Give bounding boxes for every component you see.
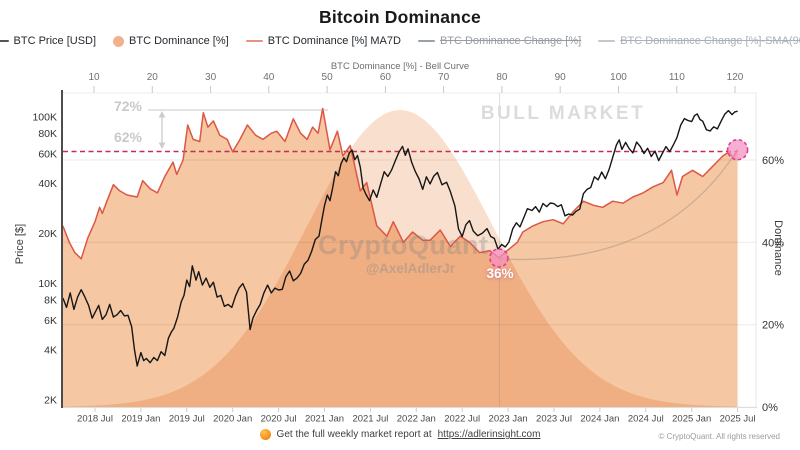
date-tick-label: 2019 Jan bbox=[121, 414, 160, 425]
bull-market-label: BULL MARKET bbox=[480, 103, 646, 124]
price-tick-label: 6K bbox=[44, 315, 57, 327]
dominance-axis-title: Dominance bbox=[772, 220, 784, 276]
change-sma-line-marker-icon bbox=[598, 39, 616, 43]
top-axis-tick-label: 50 bbox=[322, 72, 334, 83]
ma7d-line-marker-icon bbox=[245, 39, 263, 43]
bitcoin-orange-dot-icon bbox=[259, 429, 271, 440]
price-tick-label: 80K bbox=[38, 128, 57, 140]
dominance-tick-label: 60% bbox=[762, 155, 784, 167]
dominance-tick-label: 20% bbox=[762, 320, 784, 332]
price-tick-label: 40K bbox=[38, 178, 57, 190]
legend-label: BTC Dominance Change [%] bbox=[439, 35, 582, 47]
date-tick-label: 2020 Jan bbox=[213, 414, 252, 425]
annotation-72-percent: 72% bbox=[113, 98, 143, 114]
date-tick-label: 2025 Jan bbox=[672, 414, 711, 425]
cycle-bottom-marker bbox=[489, 248, 509, 268]
date-tick-label: 2019 Jul bbox=[169, 414, 205, 425]
watermark-author-handle: @AxelAdlerJr bbox=[366, 261, 455, 276]
legend-item-btc-dominance[interactable]: BTC Dominance [%] bbox=[113, 35, 229, 47]
top-axis-tick-label: 40 bbox=[263, 72, 275, 83]
top-axis-title: BTC Dominance [%] - Bell Curve bbox=[330, 61, 470, 72]
top-axis-tick-label: 120 bbox=[727, 72, 744, 83]
date-tick-label: 2020 Jul bbox=[261, 414, 297, 425]
top-axis-tick-label: 100 bbox=[610, 72, 627, 83]
price-tick-label: 8K bbox=[44, 294, 57, 306]
top-axis-tick-label: 70 bbox=[438, 72, 450, 83]
footer-text: Get the full weekly market report at bbox=[276, 429, 432, 440]
legend-item-dominance-ma7d[interactable]: BTC Dominance [%] MA7D bbox=[245, 35, 401, 47]
price-tick-label: 2K bbox=[44, 395, 57, 407]
legend: BTC Price [USD] BTC Dominance [%] BTC Do… bbox=[0, 35, 800, 47]
date-tick-label: 2024 Jul bbox=[628, 414, 664, 425]
price-tick-label: 100K bbox=[32, 112, 57, 124]
copyright-notice: © CryptoQuant. All rights reserved bbox=[658, 432, 781, 441]
watermark-cryptoquant: CryptoQuant bbox=[318, 230, 489, 260]
current-dominance-marker bbox=[726, 138, 749, 161]
price-axis-title: Price [$] bbox=[14, 223, 26, 265]
arrow-down-head-icon bbox=[158, 142, 166, 149]
legend-item-dominance-change-sma90[interactable]: BTC Dominance Change [%]-SMA(90) bbox=[598, 35, 800, 47]
date-tick-label: 2021 Jan bbox=[305, 414, 344, 425]
top-axis-tick-label: 60 bbox=[380, 72, 392, 83]
date-tick-label: 2022 Jan bbox=[397, 414, 436, 425]
annotation-62-percent: 62% bbox=[113, 129, 143, 145]
legend-item-btc-price[interactable]: BTC Price [USD] bbox=[0, 35, 96, 47]
legend-label: BTC Dominance [%] MA7D bbox=[267, 35, 401, 47]
date-tick-label: 2021 Jul bbox=[352, 414, 388, 425]
footer-report-banner: Get the full weekly market report at htt… bbox=[0, 429, 800, 440]
date-tick-label: 2023 Jul bbox=[536, 414, 572, 425]
top-axis-tick-label: 10 bbox=[88, 72, 100, 83]
price-tick-label: 60K bbox=[38, 149, 57, 161]
annotation-36-percent: 36% bbox=[486, 266, 514, 281]
report-link[interactable]: https://adlerinsight.com bbox=[437, 429, 541, 440]
btc-price-line bbox=[62, 109, 738, 367]
top-axis-tick-label: 110 bbox=[669, 72, 685, 83]
top-axis-tick-label: 30 bbox=[205, 72, 217, 83]
change-line-marker-icon bbox=[417, 39, 435, 43]
legend-label: BTC Price [USD] bbox=[13, 35, 97, 47]
price-tick-label: 10K bbox=[38, 278, 57, 290]
dominance-tick-label: 40% bbox=[762, 237, 784, 249]
price-tick-label: 4K bbox=[44, 344, 57, 356]
date-tick-label: 2025 Jul bbox=[720, 414, 756, 425]
date-tick-label: 2023 Jan bbox=[489, 414, 528, 425]
date-tick-label: 2018 Jul bbox=[77, 414, 113, 425]
top-axis-tick-label: 80 bbox=[496, 72, 508, 83]
date-tick-label: 2024 Jan bbox=[580, 414, 619, 425]
dominance-tick-label: 0% bbox=[762, 402, 778, 414]
page-title: Bitcoin Dominance bbox=[319, 7, 481, 27]
trend-projection-curve bbox=[498, 149, 739, 261]
top-axis-tick-label: 20 bbox=[147, 72, 159, 83]
dominance-area bbox=[62, 108, 738, 407]
legend-label: BTC Dominance Change [%]-SMA(90) bbox=[620, 35, 800, 47]
dominance-ma7d-line bbox=[62, 107, 739, 260]
date-tick-label: 2022 Jul bbox=[444, 414, 480, 425]
top-axis-tick-label: 90 bbox=[555, 72, 567, 83]
dominance-area-marker-icon bbox=[113, 35, 125, 47]
legend-item-dominance-change[interactable]: BTC Dominance Change [%] bbox=[417, 35, 582, 47]
arrow-up-head-icon bbox=[158, 111, 166, 118]
price-line-marker-icon bbox=[0, 39, 9, 43]
legend-label: BTC Dominance [%] bbox=[129, 35, 229, 47]
price-tick-label: 20K bbox=[38, 228, 57, 240]
